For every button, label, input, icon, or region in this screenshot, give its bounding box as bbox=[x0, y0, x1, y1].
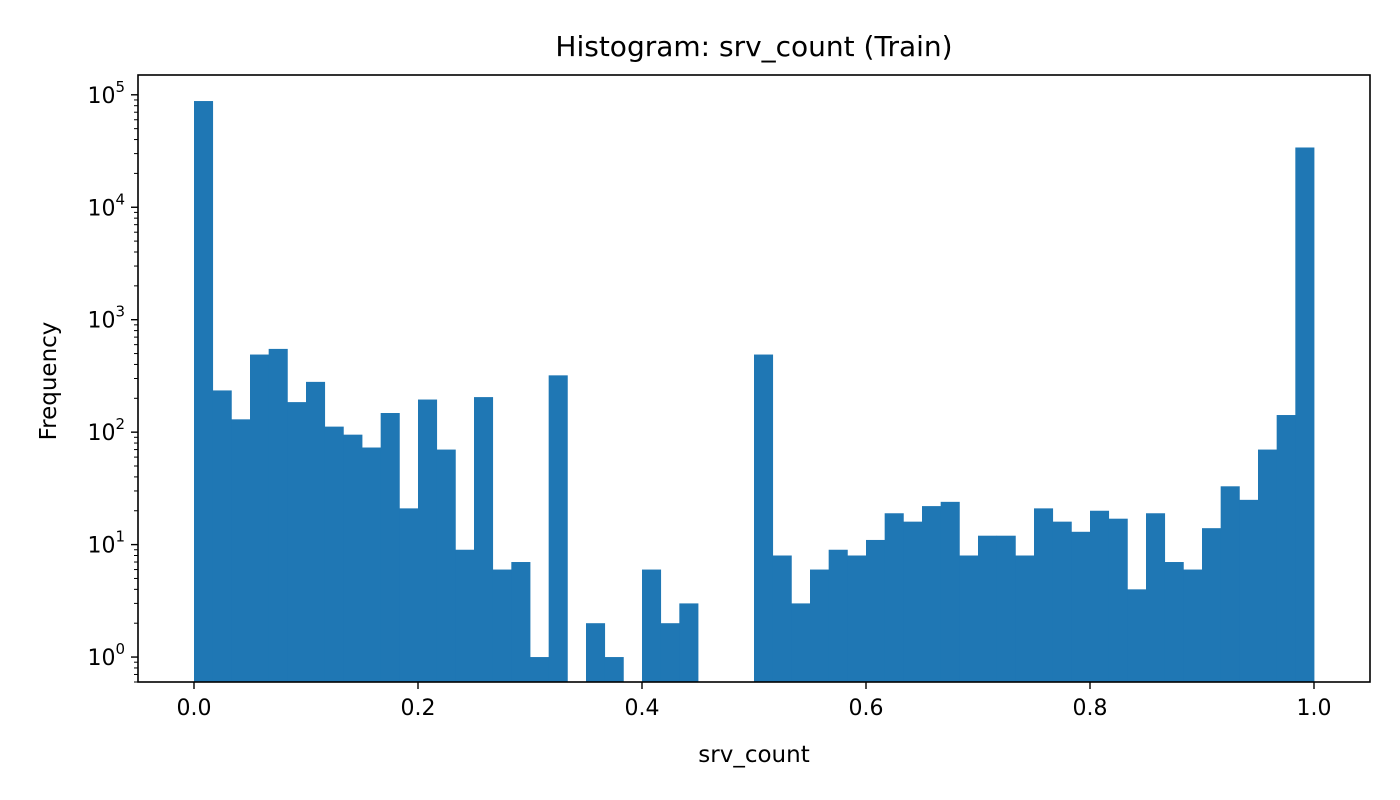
histogram-bar bbox=[250, 354, 270, 682]
x-tick-label: 0.6 bbox=[849, 696, 884, 721]
histogram-bar bbox=[268, 348, 288, 682]
histogram-bar bbox=[791, 603, 811, 682]
histogram-bar bbox=[455, 549, 475, 682]
histogram-bar bbox=[847, 555, 867, 682]
bars-group bbox=[194, 101, 1315, 683]
y-tick-label: 105 bbox=[87, 78, 125, 109]
histogram-bar bbox=[306, 381, 326, 682]
y-tick-label: 100 bbox=[87, 640, 125, 671]
y-tick-label: 104 bbox=[87, 190, 125, 221]
histogram-bar bbox=[362, 447, 382, 682]
histogram-bar bbox=[828, 549, 848, 682]
histogram-bar bbox=[530, 657, 550, 682]
y-tick-label: 101 bbox=[87, 528, 125, 559]
histogram-bar bbox=[1034, 508, 1054, 682]
histogram-bar bbox=[343, 434, 363, 682]
histogram-bar bbox=[642, 569, 662, 682]
histogram-bar bbox=[978, 535, 998, 682]
histogram-bar bbox=[1015, 555, 1035, 682]
chart-title: Histogram: srv_count (Train) bbox=[555, 30, 952, 63]
histogram-bar bbox=[1090, 510, 1110, 682]
histogram-bar bbox=[324, 426, 344, 682]
histogram-bar bbox=[418, 399, 438, 682]
histogram-bar bbox=[754, 354, 774, 682]
histogram-bar bbox=[959, 555, 979, 682]
histogram-bar bbox=[884, 513, 904, 682]
histogram-bar bbox=[548, 375, 568, 682]
histogram-bar bbox=[772, 555, 792, 682]
x-tick-label: 0.8 bbox=[1073, 696, 1108, 721]
histogram-bar bbox=[1071, 531, 1091, 682]
histogram-bar bbox=[903, 521, 923, 682]
y-tick-label: 102 bbox=[87, 415, 125, 446]
histogram-bar bbox=[1183, 569, 1203, 682]
histogram-bar bbox=[679, 603, 699, 682]
x-axis-ticks: 0.0 0.2 0.4 0.6 0.8 1.0 bbox=[177, 682, 1332, 721]
histogram-bar bbox=[1202, 528, 1222, 682]
y-tick-label: 103 bbox=[87, 303, 125, 334]
histogram-bar bbox=[940, 501, 960, 682]
histogram-bar bbox=[380, 413, 400, 682]
x-axis-label: srv_count bbox=[698, 742, 809, 768]
y-axis-label: Frequency bbox=[36, 322, 62, 441]
x-tick-label: 0.2 bbox=[401, 696, 436, 721]
x-tick-label: 1.0 bbox=[1297, 696, 1332, 721]
histogram-bar bbox=[1239, 499, 1259, 682]
histogram-bar bbox=[436, 449, 456, 682]
histogram-bar bbox=[511, 562, 531, 682]
histogram-bar bbox=[810, 569, 830, 682]
histogram-bar bbox=[287, 402, 307, 682]
histogram-bar bbox=[1258, 449, 1278, 682]
histogram-bar bbox=[922, 506, 942, 682]
y-axis-ticks: 100 101 102 103 104 105 bbox=[87, 78, 138, 683]
histogram-bar bbox=[1220, 486, 1240, 682]
histogram-bar bbox=[1127, 589, 1147, 682]
histogram-bar bbox=[1276, 415, 1296, 682]
x-tick-label: 0.0 bbox=[177, 696, 212, 721]
histogram-bar bbox=[212, 390, 232, 682]
histogram-bar bbox=[492, 569, 512, 682]
histogram-bar bbox=[399, 508, 419, 682]
histogram-bar bbox=[194, 101, 214, 683]
x-tick-label: 0.4 bbox=[625, 696, 660, 721]
histogram-bar bbox=[1108, 518, 1128, 682]
histogram-bar bbox=[996, 535, 1016, 682]
histogram-bar bbox=[474, 397, 494, 682]
histogram-bar bbox=[1052, 521, 1072, 682]
histogram-bar bbox=[231, 419, 251, 682]
histogram-bar bbox=[604, 657, 624, 682]
histogram-bar bbox=[586, 623, 606, 682]
histogram-bar bbox=[866, 539, 886, 682]
histogram-bar bbox=[1295, 147, 1315, 683]
histogram-bar bbox=[1164, 562, 1184, 682]
histogram-bar bbox=[1146, 513, 1166, 682]
histogram-bar bbox=[660, 623, 680, 682]
